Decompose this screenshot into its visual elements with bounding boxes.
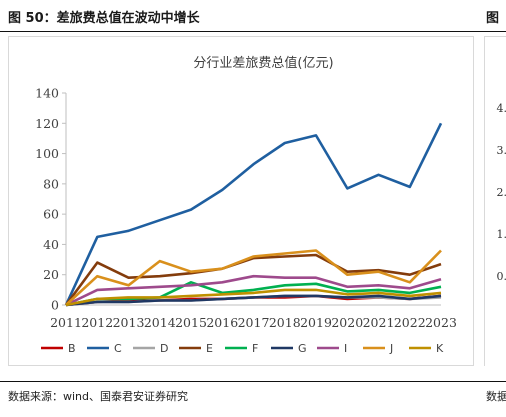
adjacent-chart-partial: 5 4.5 4 3.5 3 2.5 2 1.5 1 0.5 0 [484,36,506,366]
x-tick-label: 2021 [363,315,395,330]
adjacent-y-tick-label: 3.5 [496,144,506,157]
x-tick-label: 2015 [175,315,207,330]
figure-title: 图 50：差旅费总值在波动中增长 [8,11,200,26]
legend-label-j: J [389,342,393,355]
x-tick-label: 2020 [331,315,363,330]
x-tick-label: 2012 [81,315,113,330]
legend-label-d: D [160,342,168,355]
y-tick-label: 0 [51,298,59,313]
legend-label-b: B [68,342,76,355]
adjacent-y-tick-label: 1 [494,249,506,262]
legend-label-i: I [344,342,347,355]
adjacent-y-tick-label: 4 [494,123,506,136]
series-line-k [65,288,442,307]
adjacent-y-tick-label: 2 [494,207,506,220]
series-line-e [64,253,442,306]
figure-header: 图 50：差旅费总值在波动中增长 图 [0,0,506,33]
adjacent-y-tick-label: 2.5 [496,186,506,199]
x-tick-label: 2016 [206,315,238,330]
adjacent-source-note: 数据 [486,390,506,403]
series-line-j [65,249,442,306]
x-tick-label: 2019 [300,315,332,330]
x-tick-label: 2018 [269,315,301,330]
adjacent-y-tick-label: 5 [494,81,506,94]
y-tick-label: 100 [35,146,59,161]
legend-label-e: E [206,342,213,355]
source-note: 数据来源：wind、国泰君安证券研究 [8,390,189,403]
series-line-f [65,281,442,307]
legend-label-k: K [436,342,444,355]
y-tick-label: 80 [43,176,59,191]
footer-rule [0,381,506,382]
legend-label-c: C [114,342,122,355]
series-line-c [64,122,443,306]
x-tick-label: 2013 [113,315,145,330]
adjacent-figure-title: 图 [486,11,500,26]
adjacent-y-tick-label: 4.5 [496,102,506,115]
adjacent-y-tick-label: 1.5 [496,228,506,241]
y-tick-label: 120 [35,116,59,131]
x-tick-label: 2022 [394,315,426,330]
chart-title: 分行业差旅费总值(亿元) [193,55,333,71]
x-tick-label: 2011 [50,315,82,330]
x-tick-label: 2017 [238,315,270,330]
header-rule [0,31,506,32]
series-line-g [65,294,442,307]
x-tick-label: 2014 [144,315,176,330]
adjacent-y-tick-label: 3 [494,165,506,178]
x-tick-label: 2023 [425,315,457,330]
adjacent-y-tick-label: 0 [494,291,506,304]
y-tick-label: 40 [43,237,59,252]
chart-container: 分行业差旅费总值(亿元) 0 20 40 60 80 100 120 140 2011 2012 20… [8,36,474,366]
series-line-i [65,274,442,307]
adjacent-y-tick-label: 0.5 [496,270,506,283]
legend-label-g: G [298,342,307,355]
y-tick-label: 60 [43,207,59,222]
y-tick-label: 20 [43,267,59,282]
legend-label-f: F [252,342,258,355]
y-tick-label: 140 [35,86,59,101]
